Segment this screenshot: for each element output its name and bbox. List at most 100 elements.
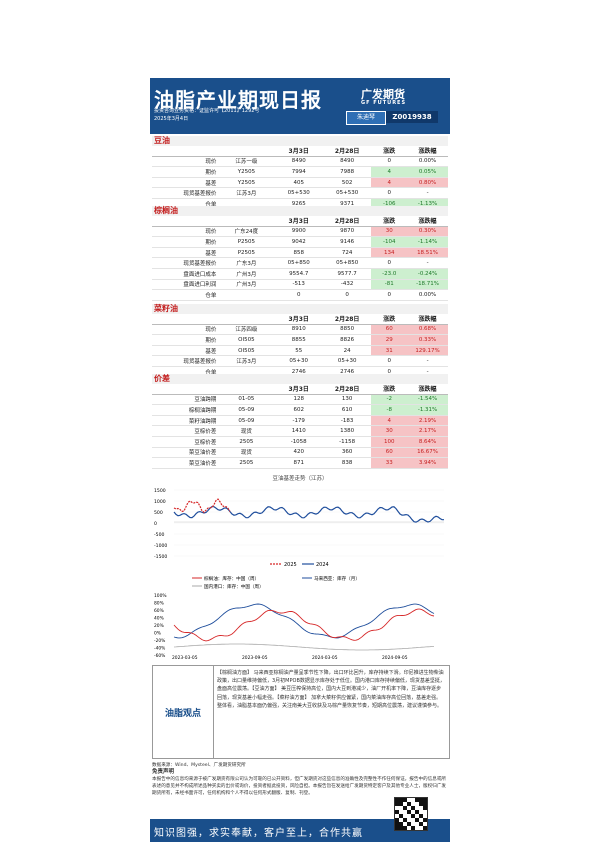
row-name: 菜豆油价差 [152, 457, 219, 469]
table-row: 豆棕价差 2505 -1058 -1158 100 8.64% [152, 436, 448, 448]
value-change: 31 [371, 345, 408, 357]
value-prev: 9146 [322, 236, 372, 248]
chart-title: 豆油基差走势（江苏） [272, 476, 328, 482]
table-row: 盘面进口利润 广州3月 -513 -432 -81 -18.71% [152, 279, 448, 291]
y-tick-label: 20% [154, 623, 164, 629]
spread-table: 3月3日 2月28日 涨跌 涨跌幅 豆油跨期 01-05 128 130 -2 -1.54% 棕榈油… [152, 384, 448, 469]
x-tick-label: 2024-09-05 [382, 655, 408, 661]
value-pct: - [407, 355, 448, 367]
rapeseed-section: 菜籽油 3月3日 2月28日 涨跌 涨跌幅 现价 江苏四级 8910 8850 60 0.68% 期… [152, 304, 448, 378]
row-spec: 广州3月 [218, 268, 275, 280]
table-row: 现货基差报价 江苏3月 05+530 05+530 0- [152, 187, 448, 199]
value-today: 05+850 [274, 257, 323, 269]
value-change: 100 [371, 436, 408, 448]
row-name: 期价 [152, 334, 219, 346]
section-title: 棕榈油 [152, 206, 448, 216]
row-spec: 05-09 [218, 415, 275, 427]
value-today: 0 [274, 289, 323, 301]
value-pct: -1.14% [407, 236, 448, 248]
value-pct: -1.54% [407, 394, 448, 406]
value-change: 60 [371, 447, 408, 459]
row-name: 现价 [152, 324, 219, 336]
table-row: 现货基差报价 广东3月 05+850 05+850 0- [152, 257, 448, 269]
row-spec: 05-09 [218, 404, 275, 416]
row-spec: 现货 [218, 447, 275, 459]
row-name: 菜豆油价差 [152, 447, 219, 459]
section-title: 豆油 [152, 136, 448, 146]
license-line: 投资咨询业务资格：证监许可【2011】1292号 [154, 108, 260, 114]
table-row: 现价 江苏四级 8910 8850 60 0.68% [152, 324, 448, 336]
value-change: 30 [371, 226, 408, 238]
value-change: 134 [371, 247, 408, 259]
value-prev: 838 [322, 457, 372, 469]
value-change: 33 [371, 457, 408, 469]
table-header-row: 3月3日 2月28日 涨跌 涨跌幅 [152, 314, 448, 325]
value-prev: 05+850 [322, 257, 372, 269]
value-today: 9042 [274, 236, 323, 248]
value-prev: 360 [322, 447, 372, 459]
y-tick-label: -40% [154, 646, 165, 652]
table-header-row: 3月3日 2月28日 涨跌 涨跌幅 [152, 384, 448, 395]
table-row: 现货基差报价 江苏3月 05+30 05+30 0- [152, 355, 448, 367]
value-prev: 7988 [322, 166, 372, 178]
soybean-table: 3月3日 2月28日 涨跌 涨跌幅 现价 江苏一级 8490 8490 0 0.00% 期价 Y250… [152, 146, 448, 210]
chart-inventory: 棕榈油：库存：中国（周） 马来西亚：库存（月） 国内港口：库存：中国（周） 10… [152, 573, 448, 661]
value-pct: -1.31% [407, 404, 448, 416]
row-spec: 广东24度 [218, 226, 275, 238]
x-tick-label: 2024-03-05 [312, 655, 338, 661]
column-header [152, 384, 219, 395]
column-header [218, 384, 275, 395]
value-change: 30 [371, 425, 408, 437]
table-row: 菜豆油价差 2505 871 838 33 3.94% [152, 457, 448, 469]
value-prev: 24 [322, 345, 372, 357]
x-axis: 2023-03-05 2023-09-05 2024-03-05 2024-09-05 [172, 655, 408, 661]
summary-text: 【棕榈油方面】 马来西亚棕榈油产量呈季节性下降，出口环比回升，库存持续下滑。印尼… [217, 670, 445, 709]
value-prev: 9870 [322, 226, 372, 238]
value-pct: 0.30% [407, 226, 448, 238]
row-name: 现价 [152, 226, 219, 238]
series-line-malaysia [173, 603, 435, 639]
value-prev: 8850 [322, 324, 372, 336]
row-spec: 01-05 [218, 394, 275, 406]
series-line-2024 [173, 505, 444, 523]
series-line-port [173, 643, 435, 651]
report-page: 油脂产业期现日报 广发期货 GF FUTURES 投资咨询业务资格：证监许可【2… [150, 78, 450, 842]
row-name: 豆棕价差 [152, 425, 219, 437]
value-today: 8855 [274, 334, 323, 346]
column-header: 3月3日 [274, 146, 323, 157]
value-pct: - [407, 187, 448, 199]
row-spec: 江苏3月 [218, 355, 275, 367]
disclaimer-text: 本报告中的信息均来源于被广发期货有限公司认为可靠的已公开资料，但广发期货对这些信… [152, 777, 447, 796]
row-spec: P2505 [218, 236, 275, 248]
value-pct: 0.80% [407, 177, 448, 189]
value-today: -1058 [274, 436, 323, 448]
inventory-chart-svg: 棕榈油：库存：中国（周） 马来西亚：库存（月） 国内港口：库存：中国（周） 10… [154, 575, 435, 661]
table-row: 基差 OI505 55 24 31 129.17% [152, 345, 448, 357]
row-name: 棕榈油跨期 [152, 404, 219, 416]
value-prev: -432 [322, 279, 372, 291]
value-prev: -183 [322, 415, 372, 427]
row-spec: 现货 [218, 425, 275, 437]
y-axis: 100% 80%60% 40%20% 0%-20% -40%-60% [154, 593, 167, 659]
value-change: -81 [371, 279, 408, 291]
row-name: 现价 [152, 156, 219, 168]
value-pct: 3.94% [407, 457, 448, 469]
value-pct: 0.00% [407, 289, 448, 301]
column-header: 涨跌幅 [407, 314, 448, 325]
report-subtitle: 投资咨询业务资格：证监许可【2011】1292号 2025年3月4日 [154, 107, 259, 123]
value-pct: - [407, 257, 448, 269]
row-spec: 江苏一级 [218, 156, 275, 168]
value-prev: 1380 [322, 425, 372, 437]
company-slogan: 知识图强，求实奉献，客户至上，合作共赢 [154, 828, 363, 839]
value-prev: 8490 [322, 156, 372, 168]
row-spec: 江苏四级 [218, 324, 275, 336]
y-tick-label: -500 [154, 532, 165, 538]
value-today: 405 [274, 177, 323, 189]
row-spec: OI505 [218, 334, 275, 346]
y-axis: 1500 1000 500 0 -500 -1000 -1500 [154, 488, 444, 560]
column-header: 2月28日 [322, 146, 372, 157]
column-header: 涨跌 [371, 314, 408, 325]
value-today: 1410 [274, 425, 323, 437]
value-pct: 0.05% [407, 166, 448, 178]
y-tick-label: -60% [154, 653, 165, 659]
